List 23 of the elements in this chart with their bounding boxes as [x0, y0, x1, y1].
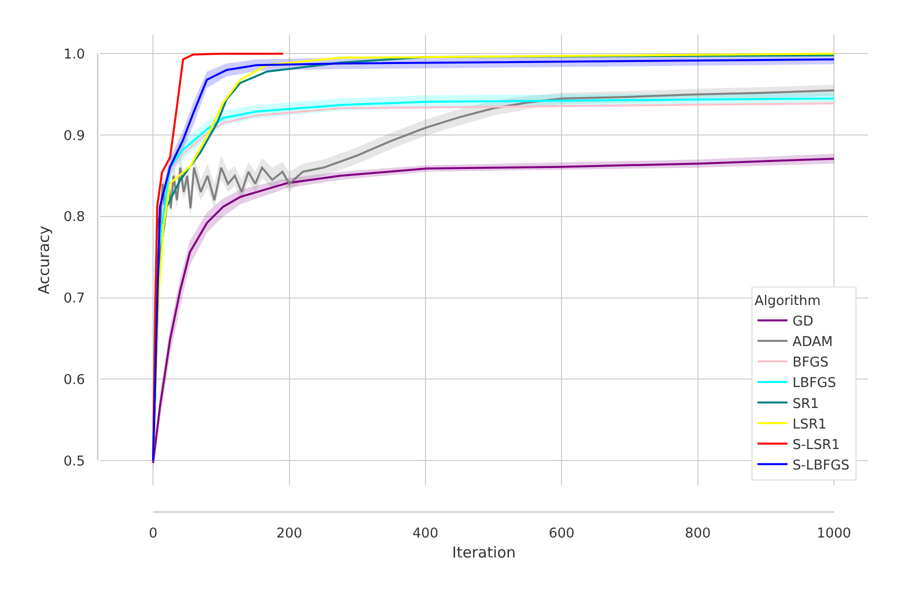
legend-label: SR1 — [792, 396, 820, 412]
legend-label: S-LBFGS — [792, 457, 850, 474]
x-tick-label: 600 — [548, 526, 575, 542]
x-tick-label: 1000 — [816, 526, 852, 542]
y-tick-label: 1.0 — [64, 46, 85, 62]
legend-label: S-LSR1 — [792, 436, 840, 453]
x-tick-label: 200 — [276, 526, 302, 542]
y-tick-label: 0.6 — [64, 372, 85, 388]
legend-title: Algorithm — [754, 293, 821, 310]
y-tick-label: 0.8 — [64, 209, 85, 226]
y-axis-title: Accuracy — [34, 226, 53, 294]
y-tick-label: 0.9 — [64, 128, 85, 144]
x-tick-label: 800 — [684, 526, 711, 542]
y-tick-label: 0.7 — [64, 290, 85, 307]
legend-label: BFGS — [792, 354, 829, 371]
x-axis-title: Iteration — [452, 544, 516, 562]
legend-label: ADAM — [792, 334, 833, 350]
legend-label: LSR1 — [792, 416, 827, 432]
y-tick-label: 0.5 — [64, 453, 85, 470]
x-tick-label: 0 — [148, 526, 158, 542]
legend-label: GD — [792, 314, 814, 330]
legend-label: LBFGS — [792, 375, 836, 392]
x-tick-label: 400 — [412, 526, 438, 542]
